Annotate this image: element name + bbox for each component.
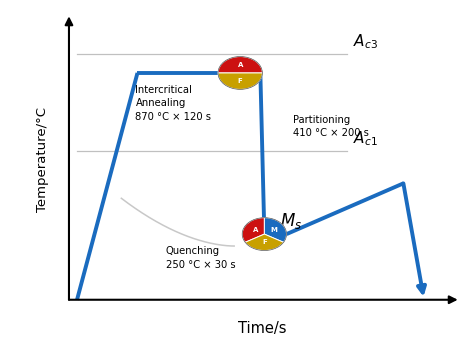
Wedge shape — [218, 73, 262, 90]
Text: Partitioning
410 °C × 200 s: Partitioning 410 °C × 200 s — [292, 115, 368, 138]
Wedge shape — [218, 57, 262, 73]
Text: $A_{c3}$: $A_{c3}$ — [353, 32, 378, 50]
Text: $A_{c1}$: $A_{c1}$ — [353, 129, 378, 147]
Text: Quenching
250 °C × 30 s: Quenching 250 °C × 30 s — [166, 246, 235, 270]
Text: Intercritical
Annealing
870 °C × 120 s: Intercritical Annealing 870 °C × 120 s — [136, 85, 211, 122]
Wedge shape — [245, 234, 283, 250]
Text: A: A — [253, 227, 258, 233]
Wedge shape — [264, 218, 286, 242]
Text: F: F — [238, 78, 243, 84]
Text: M: M — [270, 227, 277, 233]
Text: Temperature/°C: Temperature/°C — [36, 107, 49, 212]
Wedge shape — [242, 218, 264, 242]
Text: Time/s: Time/s — [238, 321, 287, 336]
Text: A: A — [237, 62, 243, 68]
Text: $M_s$: $M_s$ — [281, 211, 302, 230]
Text: F: F — [262, 239, 267, 245]
